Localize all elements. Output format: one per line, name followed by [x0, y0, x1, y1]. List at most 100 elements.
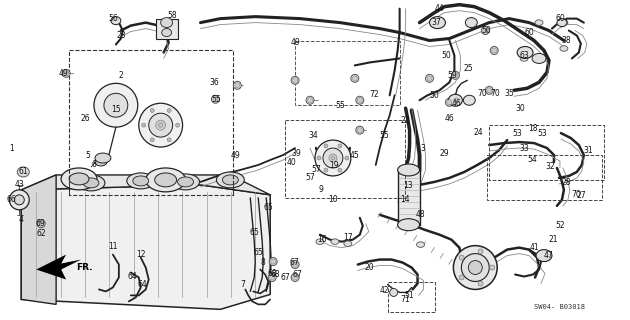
Polygon shape: [21, 185, 270, 309]
Polygon shape: [36, 255, 81, 279]
Text: 60: 60: [555, 14, 565, 23]
Ellipse shape: [217, 172, 244, 188]
Circle shape: [323, 148, 343, 168]
Text: 43: 43: [14, 180, 24, 189]
Text: 51: 51: [405, 291, 415, 300]
Text: 4: 4: [19, 215, 24, 224]
Circle shape: [176, 123, 180, 127]
Ellipse shape: [520, 56, 528, 61]
Text: 48: 48: [416, 210, 425, 219]
Text: 17: 17: [343, 233, 353, 242]
Text: 31: 31: [583, 146, 593, 155]
Text: 1: 1: [9, 144, 14, 153]
Ellipse shape: [171, 174, 200, 190]
Bar: [387, 283, 435, 312]
Circle shape: [268, 274, 276, 282]
Ellipse shape: [463, 95, 475, 105]
Text: SW04- B03018: SW04- B03018: [534, 304, 585, 310]
Ellipse shape: [83, 178, 99, 188]
Text: 63: 63: [519, 51, 529, 60]
Ellipse shape: [536, 250, 552, 261]
Text: 41: 41: [529, 243, 539, 252]
Circle shape: [306, 96, 314, 104]
Ellipse shape: [331, 239, 339, 244]
Circle shape: [104, 93, 128, 117]
Text: 29: 29: [440, 148, 449, 157]
Text: 54: 54: [527, 156, 537, 164]
Circle shape: [14, 195, 25, 205]
Text: 27: 27: [576, 191, 586, 200]
Text: 9: 9: [319, 185, 323, 194]
Text: 35: 35: [504, 89, 514, 98]
Circle shape: [159, 123, 163, 127]
Circle shape: [9, 190, 29, 210]
Circle shape: [356, 96, 364, 104]
Text: 50: 50: [481, 26, 491, 35]
Circle shape: [292, 262, 297, 267]
Text: 11: 11: [108, 242, 118, 251]
Text: 50: 50: [430, 91, 439, 100]
Text: 38: 38: [561, 36, 571, 45]
Text: 23: 23: [116, 31, 125, 40]
Text: 57: 57: [311, 165, 321, 174]
Ellipse shape: [449, 94, 462, 106]
Circle shape: [492, 48, 496, 53]
Circle shape: [329, 154, 337, 162]
Bar: [490, 125, 604, 180]
Circle shape: [427, 76, 432, 81]
Circle shape: [352, 76, 357, 81]
Ellipse shape: [17, 167, 29, 177]
Circle shape: [292, 275, 297, 280]
Circle shape: [459, 275, 464, 280]
Text: 40: 40: [286, 158, 296, 167]
Text: 47: 47: [544, 251, 554, 260]
Text: 52: 52: [555, 221, 564, 230]
Circle shape: [390, 288, 398, 296]
Bar: [69, 51, 233, 195]
Circle shape: [487, 88, 492, 93]
Circle shape: [307, 98, 312, 103]
Text: 20: 20: [365, 263, 375, 272]
Text: 56: 56: [108, 14, 118, 23]
Circle shape: [490, 46, 498, 54]
Circle shape: [149, 113, 173, 137]
Ellipse shape: [398, 219, 420, 231]
Text: 72: 72: [369, 90, 379, 99]
Text: 24: 24: [474, 128, 483, 137]
Circle shape: [447, 100, 452, 105]
Circle shape: [454, 98, 459, 103]
Circle shape: [485, 86, 493, 94]
Text: 65: 65: [249, 228, 259, 237]
Circle shape: [338, 168, 342, 172]
Text: 30: 30: [515, 104, 525, 113]
Ellipse shape: [111, 17, 121, 25]
Text: 5: 5: [86, 150, 91, 160]
Text: 70: 70: [490, 89, 500, 98]
Circle shape: [454, 246, 497, 289]
Text: 26: 26: [80, 114, 90, 123]
Text: 46: 46: [452, 99, 461, 108]
Circle shape: [64, 71, 69, 76]
Text: 19: 19: [329, 162, 339, 171]
Ellipse shape: [517, 46, 533, 59]
Bar: [156, 19, 178, 38]
Text: 22: 22: [401, 116, 410, 125]
Circle shape: [459, 255, 464, 260]
Circle shape: [150, 108, 154, 113]
Text: 61: 61: [18, 167, 28, 176]
Text: 57: 57: [305, 173, 315, 182]
Text: 28: 28: [561, 179, 571, 188]
Text: 55: 55: [380, 131, 389, 140]
Text: 14: 14: [400, 195, 410, 204]
Text: 55: 55: [212, 95, 221, 104]
Text: 6: 6: [91, 160, 96, 170]
Text: 39: 39: [291, 148, 301, 157]
Circle shape: [270, 275, 275, 280]
Text: 18: 18: [529, 124, 538, 132]
Text: 55: 55: [335, 101, 345, 110]
Ellipse shape: [535, 20, 543, 25]
Text: 64: 64: [138, 280, 147, 289]
Circle shape: [315, 140, 351, 176]
Bar: [487, 155, 602, 200]
Circle shape: [453, 73, 458, 78]
